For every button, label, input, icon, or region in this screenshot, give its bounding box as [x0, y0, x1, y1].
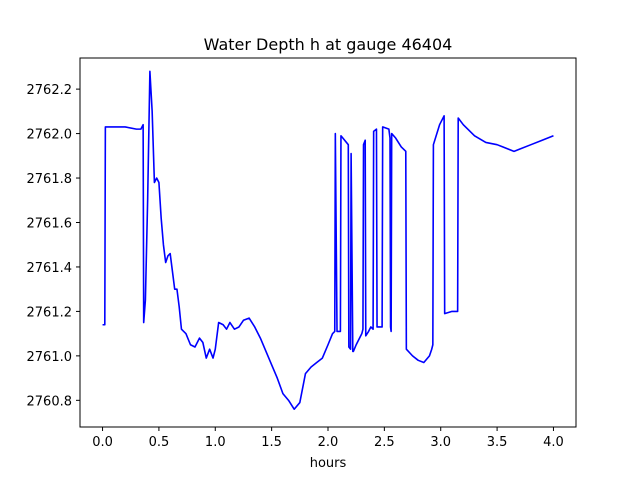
plot-frame — [79, 57, 577, 428]
y-tick-label: 2761.6 — [27, 216, 73, 231]
x-tick-label: 2.0 — [318, 435, 339, 450]
x-tick-label: 1.5 — [261, 435, 282, 450]
x-tick-label: 4.0 — [543, 435, 564, 450]
x-tick-label: 3.0 — [430, 435, 451, 450]
series-line-0 — [102, 70, 554, 411]
x-tick-label: 2.5 — [374, 435, 395, 450]
y-tick-label: 2760.8 — [27, 394, 73, 409]
y-tick-label: 2762.0 — [27, 128, 73, 143]
x-tick-label: 1.0 — [205, 435, 226, 450]
y-axis: 2760.8 2761.0 2761.2 2761.4 2761.6 2761.8 2762… — [27, 83, 80, 409]
x-axis-label: hours — [310, 456, 347, 471]
y-tick-label: 2761.2 — [27, 305, 73, 320]
y-tick-label: 2761.8 — [27, 172, 73, 187]
y-tick-label: 2761.4 — [27, 261, 73, 276]
y-tick-label: 2761.0 — [27, 350, 73, 365]
x-tick-label: 3.5 — [487, 435, 508, 450]
x-axis: 0.0 0.5 1.0 1.5 2.0 2.5 3.0 3.5 4.0 — [92, 427, 564, 450]
y-tick-label: 2762.2 — [27, 83, 73, 98]
x-tick-label: 0.5 — [149, 435, 170, 450]
plot-area — [102, 70, 554, 411]
x-tick-label: 0.0 — [92, 435, 113, 450]
chart-title: Water Depth h at gauge 46404 — [204, 35, 453, 54]
